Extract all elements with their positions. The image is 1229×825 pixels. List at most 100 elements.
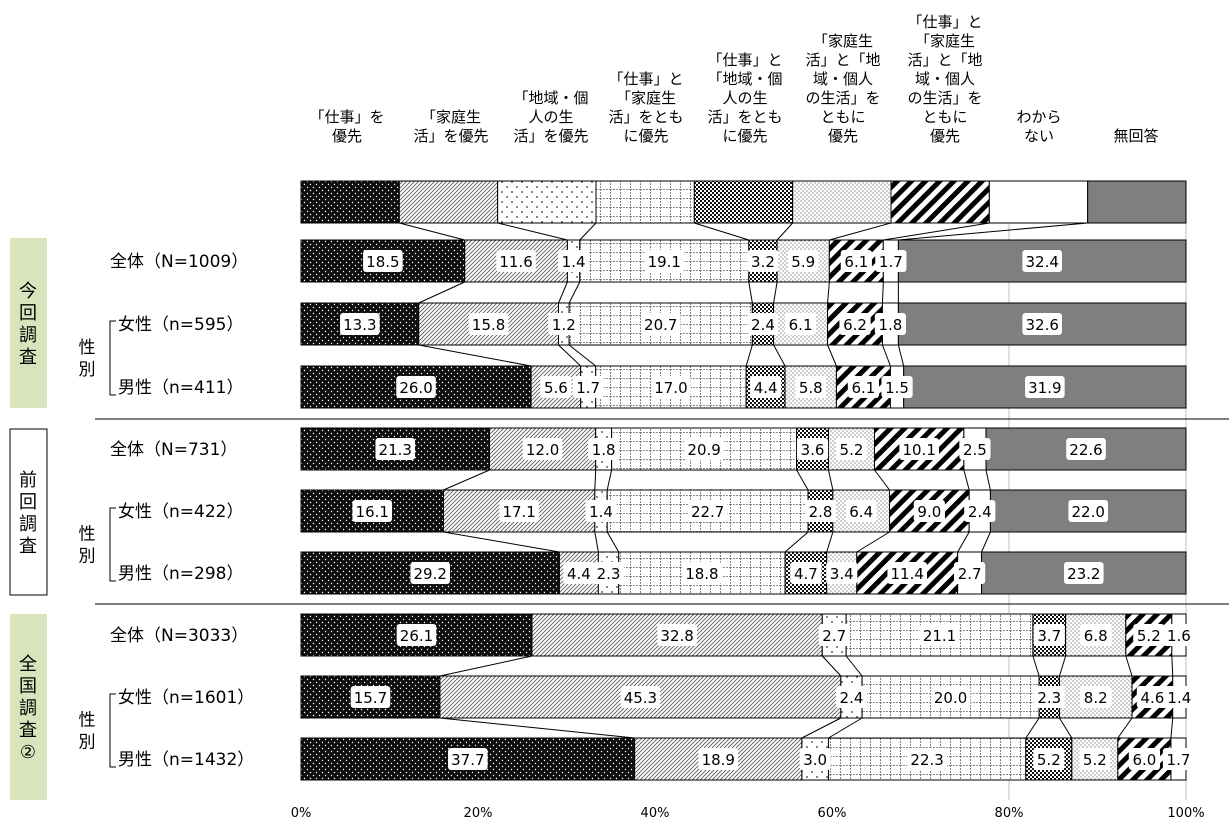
legend-label-line: 「家庭生 [915,32,975,50]
data-label-bg [750,376,782,398]
group-label-line: 今 [19,281,37,302]
data-label: 1.4 [1167,689,1191,707]
legend-label-line: 優先 [930,127,960,145]
data-label: 1.5 [885,379,909,397]
data-label-bg [796,438,829,460]
connector-line [881,281,884,304]
data-label: 29.2 [414,565,447,583]
data-label-bg [784,313,817,335]
legend-label: 「家庭生活」を優先 [413,108,488,145]
legend-label: わからない [1016,108,1061,145]
data-label-bg [799,748,831,770]
connector-line [1125,655,1133,677]
legend-swatch [497,180,597,224]
legend-label: 「家庭生活」と「地域・個人の生活」をともに優先 [805,32,880,145]
data-label-bg [881,376,913,398]
connector-line [881,344,891,367]
legend-label-line: 人の生 [528,108,573,126]
group-label-line: ② [20,742,36,763]
data-label: 6.2 [843,316,867,334]
group-label-line: 査 [19,720,37,741]
data-label: 5.6 [544,379,568,397]
legend-label-line: 「仕事」を [309,108,384,126]
data-label-bg [840,250,872,272]
sub-label-line: 性 [79,711,96,731]
data-label-bg [684,438,724,460]
legend-label: 「地域・個人の生活」を優先 [513,89,588,145]
data-label-bg [954,562,986,584]
legend-label-line: 活」と「地 [907,51,982,69]
data-label-bg [1022,250,1062,272]
data-label-bg [396,376,436,398]
sub-label-line: 性 [79,338,96,358]
row-label: 女性（n=595） [118,315,243,335]
connector-line [594,531,599,553]
data-label: 2.7 [958,565,982,583]
data-label: 22.0 [1072,503,1105,521]
data-label-bg [651,376,691,398]
data-label-bg [640,313,681,335]
legend-swatch [1087,180,1187,224]
group-label-line: 調 [19,325,37,346]
connector-line [897,344,905,367]
x-tick-label: 40% [641,806,670,821]
connector-line [606,469,613,491]
legend-label-line: 人の生 [722,89,767,107]
data-label: 10.1 [902,441,935,459]
group-label-line: 査 [19,347,37,368]
x-tick-label: 100% [1167,806,1204,821]
connector-line [845,655,863,677]
legend-label-line: 優先 [332,127,362,145]
x-tick-label: 0% [291,806,312,821]
data-label: 2.4 [751,316,775,334]
data-label: 5.2 [1083,751,1107,769]
data-label: 4.6 [1140,689,1164,707]
data-label: 1.4 [562,253,586,271]
data-label-bg [572,376,604,398]
data-label-bg [340,313,380,335]
sub-label-line: 性 [79,525,96,545]
group-label-line: 回 [19,492,37,513]
data-label: 4.4 [754,379,778,397]
data-label-bg [548,313,580,335]
legend-label-line: 「家庭生 [616,89,676,107]
connector-line [784,531,809,553]
legend-label-line: 「地域・個 [707,70,782,88]
data-label-bg [585,500,617,522]
connector-line [694,222,749,241]
legend-label-line: に優先 [623,127,668,145]
data-label: 20.0 [934,689,967,707]
connector-line [745,344,753,367]
data-label: 2.7 [822,627,846,645]
data-label-bg [747,313,779,335]
connector-line [957,531,970,553]
connector-line [1171,655,1174,677]
data-label: 22.3 [910,751,943,769]
legend-label-line: ともに [922,108,967,126]
data-label: 1.4 [589,503,613,521]
data-label-bg [1162,748,1195,770]
text-labels: 「仕事」を優先「家庭生活」を優先「地域・個人の生活」を優先「仕事」と「家庭生活」… [19,13,1205,821]
legend-label-line: 無回答 [1113,127,1158,145]
group-label: 全国調査 ② [19,654,37,763]
data-label-bg [1080,624,1112,646]
legend-label-line: 「地域・個 [513,89,588,107]
data-label: 4.4 [567,565,591,583]
connector-line [606,531,620,553]
data-label-bg [919,624,960,646]
data-label: 6.4 [849,503,873,521]
row-label: 全体（N=731） [110,440,237,460]
data-label-bg [588,438,620,460]
legend-label: 「仕事」と「家庭生活」をともに優先 [608,70,683,145]
connector-line [963,469,970,491]
data-label: 2.3 [1037,689,1061,707]
legend-label-line: の生活」を [805,89,880,107]
data-label-bg [1033,686,1065,708]
legend-swatch [300,180,400,224]
connector-line [827,469,834,491]
legend-label-line: わから [1016,108,1061,126]
connector-line [748,281,753,304]
data-label-bg [499,500,539,522]
connector-line [568,281,581,304]
